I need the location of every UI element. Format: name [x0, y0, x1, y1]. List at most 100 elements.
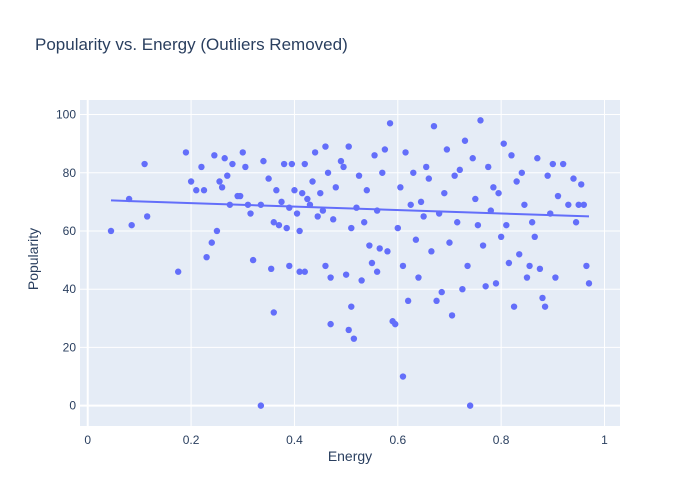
data-point: [128, 221, 135, 229]
data-point: [539, 294, 546, 302]
data-point: [451, 172, 458, 179]
data-point: [345, 143, 352, 150]
data-point: [379, 169, 386, 176]
data-point: [430, 122, 438, 130]
data-point: [348, 224, 355, 232]
data-point: [229, 160, 236, 168]
y-axis-title: Popularity: [25, 228, 41, 290]
data-point: [397, 184, 404, 191]
data-point: [345, 326, 352, 334]
data-point: [531, 233, 538, 241]
x-tick-label: 0.2: [183, 433, 200, 447]
data-point: [319, 207, 327, 214]
data-point: [575, 201, 582, 208]
y-tick-label: 0: [69, 399, 76, 413]
data-point: [244, 201, 252, 208]
data-point: [309, 178, 316, 185]
data-point: [182, 149, 190, 156]
data-point: [381, 146, 389, 153]
data-point: [547, 210, 554, 217]
data-point: [521, 201, 528, 208]
data-point: [353, 204, 360, 211]
data-point: [203, 253, 210, 261]
data-point: [322, 262, 329, 270]
data-point: [107, 227, 115, 235]
data-point: [208, 239, 215, 246]
data-point: [221, 155, 228, 162]
data-point: [570, 175, 577, 182]
data-point: [466, 402, 474, 409]
data-point: [479, 242, 487, 249]
data-point: [373, 268, 381, 275]
data-point: [443, 146, 451, 153]
data-point: [366, 242, 373, 249]
x-tick-label: 0.4: [286, 433, 303, 447]
data-point: [410, 169, 417, 176]
data-point: [286, 204, 293, 211]
data-point: [224, 172, 231, 179]
data-point: [340, 163, 347, 171]
data-point: [554, 192, 562, 200]
data-point: [141, 160, 148, 168]
data-point: [324, 169, 332, 176]
data-point: [174, 268, 182, 275]
data-point: [306, 201, 314, 208]
data-point: [477, 117, 484, 124]
data-point: [441, 189, 448, 197]
data-point: [342, 271, 350, 278]
x-tick-labels: 0 0.2 0.4 0.6 0.8 1: [84, 433, 608, 447]
y-tick-label: 60: [63, 224, 77, 238]
data-point: [536, 265, 544, 273]
trendline: [110, 199, 590, 218]
data-point: [213, 227, 221, 235]
data-point: [425, 175, 433, 182]
data-point: [420, 213, 427, 220]
data-point: [404, 297, 412, 305]
data-point: [288, 160, 296, 168]
data-point: [327, 274, 334, 281]
data-point: [492, 280, 500, 287]
data-point: [485, 163, 492, 171]
data-point: [583, 262, 590, 270]
data-point: [490, 184, 497, 191]
data-point: [265, 175, 272, 182]
data-point: [211, 152, 218, 159]
data-point: [314, 213, 321, 220]
data-point: [355, 172, 363, 179]
data-point: [559, 160, 567, 168]
data-point: [472, 195, 479, 203]
data-point: [257, 201, 265, 208]
data-point: [198, 163, 205, 171]
data-point: [330, 216, 337, 223]
data-point: [187, 178, 195, 185]
data-point: [291, 187, 298, 194]
data-point: [497, 233, 505, 241]
data-point: [301, 160, 308, 168]
data-point: [371, 152, 378, 159]
data-point: [580, 201, 588, 208]
data-point: [407, 201, 414, 208]
data-point: [459, 285, 466, 293]
y-tick-labels: 0 20 40 60 80 100: [56, 108, 76, 413]
data-point: [270, 309, 277, 316]
data-point: [283, 224, 290, 232]
x-axis-title: Energy: [328, 448, 372, 464]
data-point: [572, 219, 580, 226]
data-point: [402, 149, 409, 156]
data-point: [368, 259, 376, 267]
data-point: [503, 221, 510, 229]
data-point: [337, 157, 345, 165]
data-point: [247, 210, 254, 217]
data-point: [193, 187, 200, 194]
data-point: [500, 140, 507, 147]
data-point: [534, 155, 541, 162]
data-point: [528, 219, 536, 226]
data-point: [200, 187, 208, 194]
data-point: [464, 262, 471, 270]
data-point: [469, 155, 476, 162]
data-point: [286, 262, 293, 270]
data-point: [257, 402, 265, 409]
data-point: [270, 219, 277, 226]
x-tick-label: 0.8: [493, 433, 510, 447]
data-point: [541, 303, 549, 310]
